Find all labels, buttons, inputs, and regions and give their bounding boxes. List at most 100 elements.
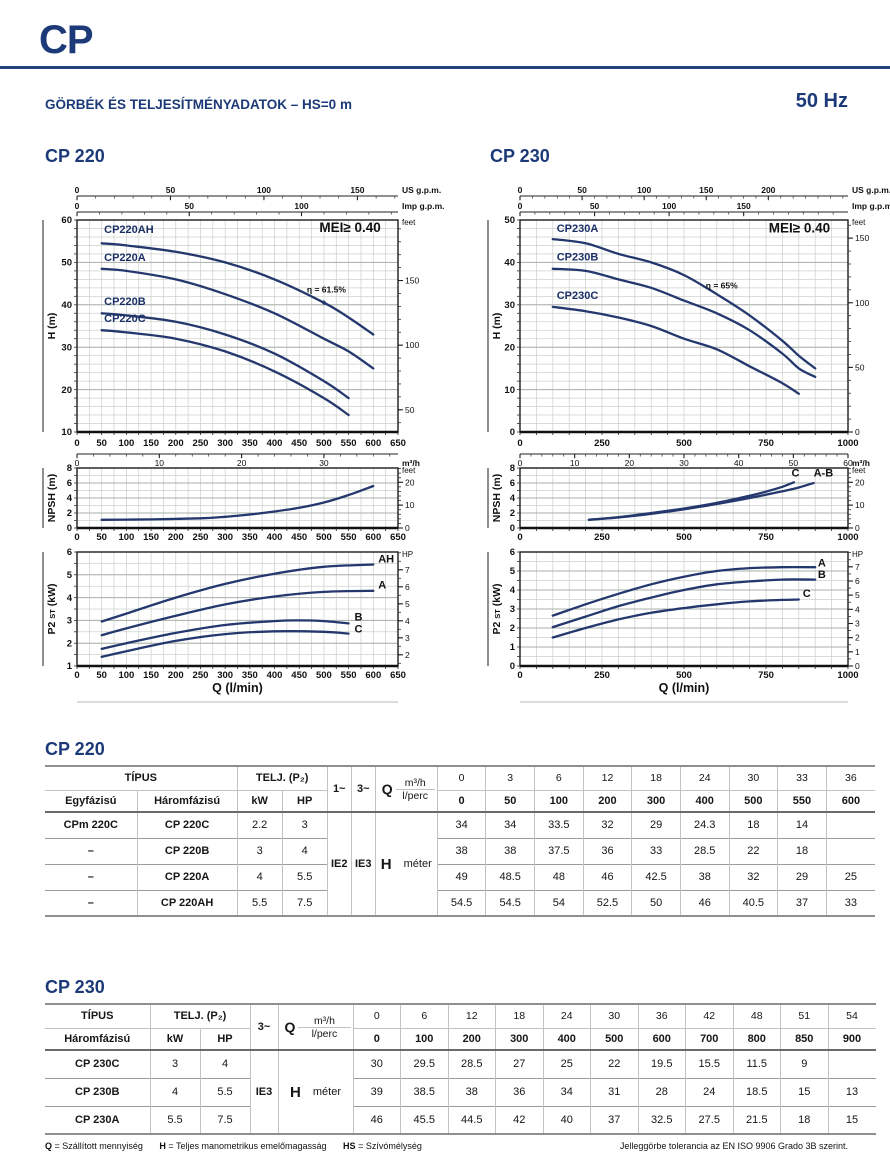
- svg-text:η = 65%: η = 65%: [706, 281, 738, 291]
- flow-lperc-value: 600: [825, 790, 875, 813]
- head-value: 40: [542, 1105, 591, 1135]
- power-kw: 5.5: [149, 1105, 201, 1135]
- svg-text:100: 100: [118, 532, 134, 543]
- flow-lperc-value: 900: [827, 1028, 876, 1051]
- flow-lperc-value: 500: [590, 1028, 639, 1051]
- svg-text:450: 450: [291, 532, 307, 543]
- type-single-phase: –: [45, 889, 138, 917]
- svg-text:250: 250: [193, 438, 209, 449]
- svg-text:3: 3: [855, 618, 860, 628]
- svg-text:HP: HP: [402, 550, 413, 559]
- section-subtitle: GÖRBÉK ÉS TELJESÍTMÉNYADATOK – HS=0 m: [45, 97, 352, 112]
- svg-text:0: 0: [67, 523, 72, 534]
- head-value: 21.5: [732, 1105, 781, 1135]
- svg-text:0: 0: [75, 201, 80, 211]
- head-value: [825, 812, 875, 838]
- svg-text:20: 20: [504, 342, 515, 353]
- power-kw: 3: [149, 1050, 201, 1078]
- head-value: 38.5: [400, 1077, 449, 1106]
- svg-text:H (m): H (m): [46, 313, 58, 340]
- svg-text:150: 150: [143, 438, 159, 449]
- svg-text:150: 150: [855, 233, 869, 243]
- svg-text:4: 4: [67, 593, 73, 604]
- svg-text:Q (l/min): Q (l/min): [659, 681, 710, 695]
- svg-text:5: 5: [855, 590, 860, 600]
- head-value: 18.5: [732, 1077, 781, 1106]
- head-value: 28: [637, 1077, 686, 1106]
- svg-text:feet: feet: [852, 218, 866, 227]
- flow-m3h-value: 42: [685, 1003, 734, 1029]
- svg-text:HP: HP: [852, 550, 863, 559]
- type-three-phase: CP 220A: [136, 863, 238, 890]
- svg-text:CP230C: CP230C: [557, 290, 599, 302]
- svg-text:0: 0: [74, 438, 79, 449]
- head-value: 32: [728, 863, 779, 890]
- table-title-cp230: CP 230: [45, 977, 105, 997]
- svg-text:250: 250: [594, 670, 610, 681]
- svg-text:550: 550: [341, 670, 357, 681]
- efficiency-ie3: IE3: [249, 1050, 279, 1135]
- flow-axis-m3h: 0 10 20 30 40 50 60 m³/h: [518, 453, 870, 468]
- flow-lperc-value: 200: [447, 1028, 496, 1051]
- svg-text:0: 0: [510, 661, 515, 672]
- curve-B: [100, 619, 350, 651]
- head-value: 25: [542, 1050, 591, 1078]
- svg-text:1: 1: [855, 647, 860, 657]
- flow-lperc-value: 400: [542, 1028, 591, 1051]
- svg-text:C: C: [803, 588, 811, 600]
- flow-lperc-value: 600: [637, 1028, 686, 1051]
- svg-text:C: C: [355, 623, 363, 635]
- flow-m3h-value: 30: [590, 1003, 639, 1029]
- type-single-phase: –: [45, 863, 138, 890]
- efficiency-ie2: IE2: [326, 812, 352, 917]
- svg-text:60: 60: [843, 458, 853, 468]
- svg-text:150: 150: [350, 185, 364, 195]
- header-telj: TELJ. (P₂): [236, 765, 328, 791]
- head-value: 18: [728, 812, 779, 838]
- head-value: 18: [777, 837, 827, 864]
- svg-text:1: 1: [510, 642, 516, 653]
- npsh-chart: 0 2 4 6 8 NPSH (m) feet 0 10 20 0 250 500 750 1000 C A-B: [487, 463, 866, 543]
- head-value: 29.5: [400, 1050, 449, 1078]
- svg-text:4: 4: [405, 616, 410, 626]
- svg-text:100: 100: [855, 298, 869, 308]
- svg-text:50: 50: [504, 215, 515, 226]
- curve-CP230C: [551, 305, 800, 395]
- svg-text:2: 2: [510, 508, 515, 519]
- svg-text:250: 250: [594, 532, 610, 543]
- head-value: 38: [485, 837, 536, 864]
- svg-text:NPSH (m): NPSH (m): [491, 474, 503, 522]
- head-value: 54.5: [485, 889, 536, 917]
- svg-text:500: 500: [316, 438, 332, 449]
- head-value: 40.5: [728, 889, 779, 917]
- flow-lperc-value: 850: [780, 1028, 829, 1051]
- flow-m3h-value: 36: [825, 765, 875, 791]
- svg-text:350: 350: [242, 438, 258, 449]
- svg-text:150: 150: [143, 532, 159, 543]
- head-value: 27: [495, 1050, 544, 1078]
- svg-text:60: 60: [61, 215, 72, 226]
- head-value: 52.5: [582, 889, 633, 917]
- head-value: 33: [631, 837, 681, 864]
- type-three-phase: CP 220C: [136, 812, 238, 838]
- svg-text:50: 50: [590, 201, 600, 211]
- curve-B: [551, 578, 817, 629]
- svg-text:m³/h: m³/h: [852, 458, 870, 468]
- svg-text:MEI≥ 0.40: MEI≥ 0.40: [319, 220, 380, 235]
- head-value: [827, 1050, 876, 1078]
- curve-CP220C: [100, 329, 350, 417]
- svg-text:2: 2: [855, 633, 860, 643]
- svg-text:3: 3: [405, 633, 410, 643]
- svg-text:200: 200: [168, 670, 184, 681]
- flow-m3h-value: 12: [582, 765, 633, 791]
- svg-text:0: 0: [75, 185, 80, 195]
- svg-text:0: 0: [518, 185, 523, 195]
- svg-text:2: 2: [67, 508, 72, 519]
- flow-m3h-value: 0: [436, 765, 487, 791]
- top-axis-impgpm: 0 50 100 150 Imp g.p.m.: [518, 201, 890, 217]
- svg-text:100: 100: [662, 201, 676, 211]
- svg-text:550: 550: [341, 438, 357, 449]
